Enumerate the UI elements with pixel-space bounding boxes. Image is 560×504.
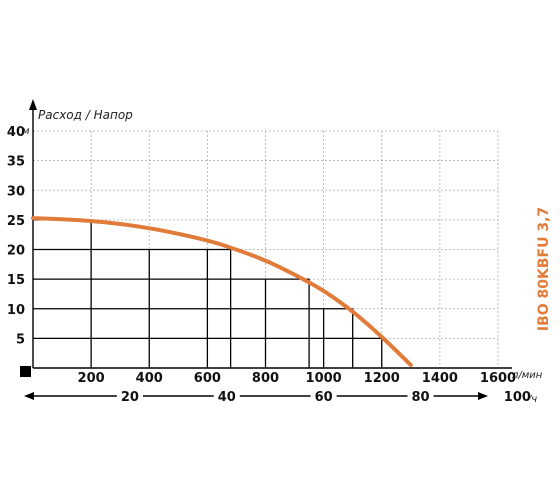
x-tick-label: 800 [252, 371, 279, 386]
x2-tick-label: 100 [504, 390, 531, 405]
x2-tick-bg [504, 388, 531, 404]
y-tick-label: 25 [7, 214, 25, 229]
x2-tick-label: 40 [218, 390, 236, 405]
x2-tick-label: 20 [121, 390, 139, 405]
y-tick-label: 10 [7, 303, 25, 318]
performance-curve [31, 216, 413, 368]
x2-axis-arrow-right [478, 392, 488, 400]
y-tick-label: 40 [7, 125, 25, 140]
origin-square [20, 366, 31, 377]
x-tick-label: 1600 [480, 371, 516, 386]
x2-tick-bg [116, 388, 143, 404]
x2-tick-bg [213, 388, 240, 404]
axes [20, 99, 512, 400]
y-tick-label: 15 [7, 273, 25, 288]
x-unit-label: л/мин [511, 370, 543, 381]
x-tick-label: 1200 [364, 371, 400, 386]
y-tick-label: 35 [7, 155, 25, 170]
y-axis-arrow [29, 99, 37, 110]
y-tick-label: 20 [7, 244, 25, 259]
x-tick-label: 600 [194, 371, 221, 386]
labels: Расход / Напор м л/мин м3/ч IBO 80KBFU 3… [7, 108, 552, 405]
x2-tick-label: 80 [411, 390, 429, 405]
y-tick-label: 5 [16, 332, 25, 347]
x-tick-label: 400 [136, 371, 163, 386]
x-tick-label: 1400 [422, 371, 458, 386]
chart-title: Расход / Напор [38, 108, 133, 122]
x2-tick-label: 60 [315, 390, 333, 405]
y-tick-label: 30 [7, 184, 25, 199]
y-unit-label: м [22, 126, 30, 137]
x2-axis-arrow-left [24, 392, 34, 400]
x2-tick-bg [407, 388, 434, 404]
x-tick-label: 1000 [306, 371, 342, 386]
x2-tick-bg [310, 388, 337, 404]
model-label: IBO 80KBFU 3,7 [536, 207, 552, 331]
highlight-lines [33, 219, 383, 368]
curve-layer [31, 216, 413, 368]
x-tick-label: 200 [78, 371, 105, 386]
